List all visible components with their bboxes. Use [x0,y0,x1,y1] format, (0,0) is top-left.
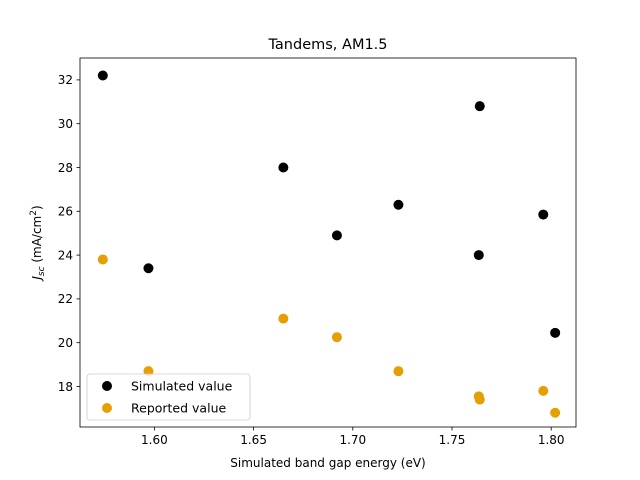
reported-point-1 [97,254,108,265]
x-axis-label: Simulated band gap energy (eV) [230,456,425,470]
legend-label-reported: Reported value [131,401,226,416]
simulated-point-6 [473,250,484,261]
reported-point-5 [393,366,404,377]
y-tick-label: 18 [58,380,73,394]
x-tick-label: 1.70 [339,433,366,447]
y-axis-label: Jsc (mA/cm2) [29,205,47,281]
y-axis-label-unit-close: ) [30,205,44,210]
y-tick-label: 30 [58,117,73,131]
simulated-point-8 [538,209,549,220]
reported-point-8 [538,385,549,396]
simulated-point-7 [474,101,485,112]
x-tick-label: 1.75 [439,433,466,447]
legend-marker-simulated [102,381,112,391]
simulated-point-5 [393,199,404,210]
y-tick-label: 20 [58,336,73,350]
legend-marker-reported [102,403,112,413]
y-axis-label-subscript: sc [37,266,47,276]
simulated-point-2 [143,263,154,274]
y-tick-label: 22 [58,292,73,306]
reported-point-9 [550,407,561,418]
x-tick-label: 1.60 [141,433,168,447]
reported-point-7 [474,394,485,405]
reported-point-4 [331,332,342,343]
y-tick-label: 28 [58,161,73,175]
x-tick-label: 1.65 [240,433,267,447]
legend-box [86,373,251,421]
simulated-point-1 [97,70,108,81]
reported-point-3 [278,313,289,324]
x-axis-ticks: 1.60 1.65 1.70 1.75 1.80 [141,427,565,447]
y-axis-label-superscript: 2 [29,210,39,216]
y-tick-label: 32 [58,73,73,87]
y-tick-label: 24 [58,248,73,262]
y-axis-label-unit: (mA/cm [30,216,44,267]
legend-label-simulated: Simulated value [131,379,233,394]
x-tick-label: 1.80 [538,433,565,447]
data-points-layer [97,70,561,418]
simulated-point-9 [550,327,561,338]
y-axis-ticks: 18 20 22 24 26 28 30 32 [58,73,80,394]
y-axis-label-symbol: J [30,276,44,282]
simulated-point-3 [278,162,289,173]
y-tick-label: 26 [58,205,73,219]
plot-area-frame [79,57,577,428]
chart-title: Tandems, AM1.5 [267,37,387,53]
simulated-point-4 [331,230,342,241]
legend: Simulated value Reported value [86,373,251,421]
